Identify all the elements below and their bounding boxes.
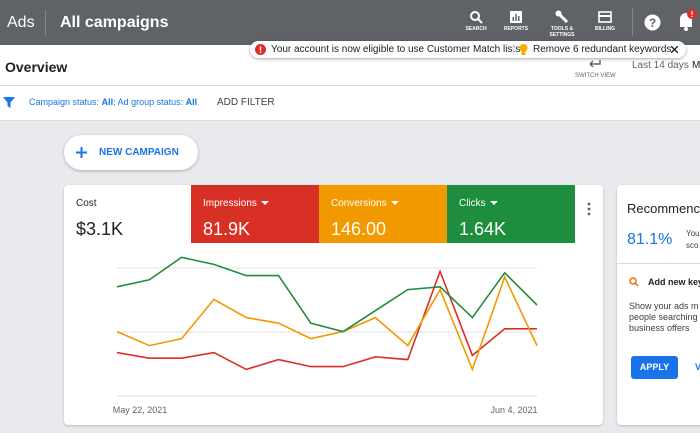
notification-bar: Your account is now eligible to use Cust… [250, 41, 686, 58]
optimization-score: 81.1% [627, 231, 673, 248]
series-line [116, 274, 538, 372]
notification-text[interactable]: Remove 6 redundant keywords [533, 44, 672, 55]
page-title[interactable]: All campaigns [60, 14, 169, 31]
scorecard-label: Cost [76, 198, 97, 209]
switch-view[interactable]: SWITCH VIEW [575, 73, 616, 79]
add-filter[interactable]: ADD FILTER [217, 97, 275, 108]
bulb-icon [519, 44, 528, 55]
score-text: sco [686, 241, 699, 250]
nav-label: BILLING [595, 26, 615, 32]
filter-bar: Campaign status: All; Ad group status: A… [0, 86, 700, 121]
nav-label: REPORTS [503, 26, 529, 32]
divider [617, 263, 700, 264]
scorecard[interactable]: Impressions 81.9K [191, 185, 319, 243]
filter-separator: ; [113, 97, 116, 107]
nav-tools[interactable]: TOOLS & SETTINGS [540, 10, 584, 38]
nav-search[interactable]: SEARCH [454, 10, 498, 32]
scorecard-value: 146.00 [331, 219, 387, 239]
nav-label: TOOLS & [550, 26, 574, 32]
legend-label: Clicks [459, 198, 498, 209]
x-tick-label: Jun 4, 2021 [490, 405, 537, 415]
filter-label: Ad group status: [117, 97, 184, 107]
score-text: Your [686, 229, 700, 238]
view-button[interactable]: V [695, 362, 700, 372]
scorecard-value: 81.9K [203, 219, 251, 239]
svg-text:!: ! [691, 10, 694, 19]
help-icon[interactable]: ? [644, 14, 661, 31]
scorecard-value: $3.1K [76, 219, 124, 239]
legend-label: Conversions [331, 198, 399, 209]
filter-chips[interactable]: Campaign status: All; Ad group status: A… [29, 97, 197, 107]
card-title: Recommenc [627, 201, 700, 216]
scorecard[interactable]: Cost $3.1K [64, 185, 192, 243]
svg-text:?: ? [649, 16, 656, 30]
date-range[interactable]: Last 14 days [632, 60, 689, 71]
recommendations-card: Recommenc 81.1% Your sco Add new key Sho… [617, 185, 700, 425]
nav-label: SEARCH [465, 26, 487, 32]
scorecard[interactable]: Clicks 1.64K [447, 185, 575, 243]
recommendation-body: Show your ads m [629, 301, 699, 311]
divider [513, 44, 514, 55]
filter-value: All [185, 97, 198, 107]
new-campaign-button[interactable]: NEW CAMPAIGN [64, 135, 198, 170]
notification-text[interactable]: Your account is now eligible to use Cust… [271, 44, 521, 55]
billing-icon [598, 11, 612, 23]
performance-card: Cost $3.1K Impressions 81.9K Conversions 14… [64, 185, 603, 425]
close-icon[interactable] [671, 46, 678, 53]
series-line [116, 269, 537, 371]
x-tick-label: May 22, 2021 [113, 405, 168, 415]
recommendation-body: people searching [629, 312, 698, 322]
divider [45, 10, 46, 36]
line-chart: May 22, 2021 Jun 4, 2021 [113, 256, 538, 415]
filter-icon[interactable] [3, 97, 15, 108]
search-icon [470, 11, 483, 24]
notifications-icon[interactable]: ! [676, 8, 698, 32]
plus-icon [76, 147, 87, 158]
filter-label: Campaign status: [29, 97, 100, 107]
filter-value: All [101, 97, 114, 107]
nav-billing[interactable]: BILLING [583, 10, 627, 32]
nav-label: SETTINGS [549, 32, 575, 38]
button-label: NEW CAMPAIGN [99, 147, 179, 158]
recommendation-title: Add new key [648, 277, 700, 287]
scorecard[interactable]: Conversions 146.00 [319, 185, 447, 243]
switch-icon [589, 60, 601, 68]
more-icon[interactable] [586, 202, 592, 216]
tools-icon [555, 10, 569, 24]
error-icon [255, 44, 266, 55]
reports-icon [510, 11, 522, 23]
product-name[interactable]: Ads [7, 14, 35, 31]
overview-title: Overview [5, 59, 68, 75]
date-range-value[interactable]: M [692, 60, 700, 71]
recommendation-body: business offers [629, 323, 690, 333]
scorecard-value: 1.64K [459, 219, 507, 239]
top-bar: Ads All campaigns SEARCH REPORTS TOOLS &… [0, 0, 700, 45]
legend-label: Impressions [203, 198, 269, 209]
search-icon [629, 277, 639, 287]
series-line [116, 256, 538, 333]
nav-reports[interactable]: REPORTS [494, 10, 538, 32]
divider [632, 8, 633, 36]
apply-button[interactable]: APPLY [631, 356, 678, 379]
